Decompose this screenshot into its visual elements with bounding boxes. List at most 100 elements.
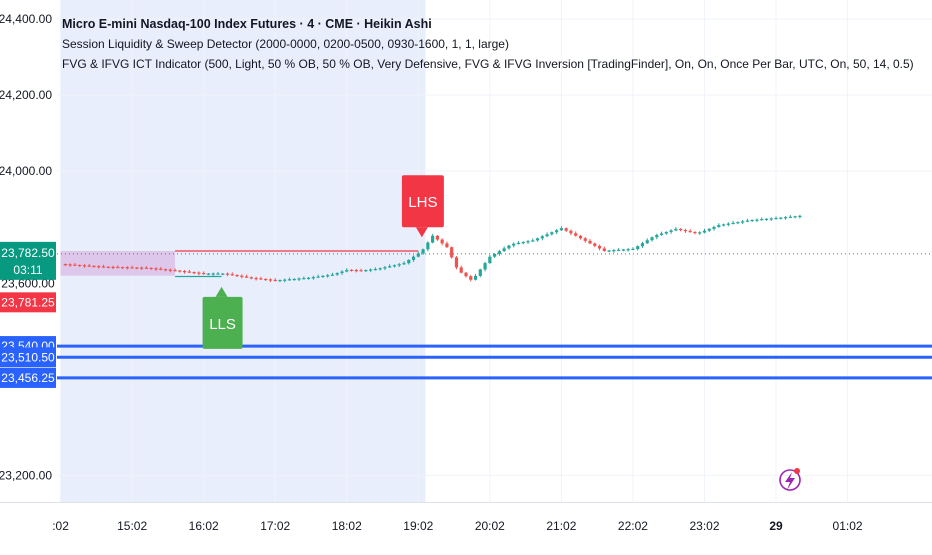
candle[interactable] <box>698 231 702 235</box>
candle[interactable] <box>278 279 282 282</box>
candle[interactable] <box>779 217 783 220</box>
candle[interactable] <box>473 273 478 281</box>
candle[interactable] <box>435 235 439 241</box>
candle[interactable] <box>268 278 273 283</box>
candle[interactable] <box>464 271 468 278</box>
candle[interactable] <box>63 263 67 266</box>
candle[interactable] <box>421 248 425 255</box>
candle[interactable] <box>555 228 559 235</box>
candle[interactable] <box>531 238 535 242</box>
candle[interactable] <box>659 231 664 236</box>
candle[interactable] <box>302 276 306 280</box>
candle[interactable] <box>583 236 587 243</box>
candle[interactable] <box>154 267 158 271</box>
candle[interactable] <box>736 221 740 225</box>
candle[interactable] <box>426 241 430 252</box>
candle[interactable] <box>745 218 750 223</box>
candle[interactable] <box>431 233 435 244</box>
candle[interactable] <box>469 274 473 282</box>
candle[interactable] <box>340 270 344 275</box>
candle[interactable] <box>693 231 697 235</box>
candle[interactable] <box>349 269 354 272</box>
candle[interactable] <box>764 218 769 221</box>
candle[interactable] <box>78 264 82 267</box>
candle[interactable] <box>259 276 263 280</box>
candle[interactable] <box>249 276 253 280</box>
candle[interactable] <box>359 268 363 272</box>
candle[interactable] <box>221 273 225 276</box>
price-axis[interactable]: 24,400.00 24,200.00 24,000.00 23,200.00 23,5… <box>0 12 56 482</box>
candle[interactable] <box>440 238 444 246</box>
candle[interactable] <box>631 247 635 251</box>
candle[interactable] <box>721 223 726 227</box>
candle[interactable] <box>726 222 730 227</box>
candle[interactable] <box>717 223 721 228</box>
level-label-3[interactable]: 23,456.25 <box>0 367 56 388</box>
candle[interactable] <box>516 240 521 245</box>
candle[interactable] <box>373 267 377 271</box>
candle[interactable] <box>760 217 764 221</box>
candle[interactable] <box>283 278 287 283</box>
candle[interactable] <box>92 265 96 268</box>
candle[interactable] <box>688 229 692 233</box>
candle[interactable] <box>574 231 578 237</box>
candle[interactable] <box>550 231 554 236</box>
candle[interactable] <box>655 233 659 240</box>
candle[interactable] <box>578 235 583 240</box>
candle[interactable] <box>106 266 110 269</box>
candle[interactable] <box>750 219 754 222</box>
candle[interactable] <box>202 271 206 275</box>
candle[interactable] <box>187 269 191 274</box>
candle[interactable] <box>182 269 187 274</box>
candle[interactable] <box>407 259 411 265</box>
candle[interactable] <box>683 228 688 233</box>
high-price-label[interactable]: 23,781.25 <box>0 292 56 313</box>
candle[interactable] <box>68 263 72 267</box>
candle[interactable] <box>507 244 511 250</box>
candle[interactable] <box>326 273 330 278</box>
candle[interactable] <box>369 268 373 273</box>
candle[interactable] <box>636 245 640 251</box>
candle[interactable] <box>230 272 234 276</box>
candle[interactable] <box>526 239 530 244</box>
candle[interactable] <box>783 216 788 220</box>
candle[interactable] <box>459 265 463 274</box>
candle[interactable] <box>535 237 540 242</box>
candle[interactable] <box>97 265 101 269</box>
candle[interactable] <box>679 228 683 232</box>
candle[interactable] <box>621 248 626 252</box>
candles-layer[interactable] <box>63 214 802 283</box>
candle[interactable] <box>483 261 487 272</box>
candle[interactable] <box>493 253 497 259</box>
candle[interactable] <box>793 215 797 219</box>
candle[interactable] <box>650 236 654 242</box>
candle[interactable] <box>82 264 87 268</box>
candle[interactable] <box>445 241 449 248</box>
candle[interactable] <box>392 264 397 268</box>
candle[interactable] <box>345 268 349 273</box>
candle[interactable] <box>602 246 606 252</box>
candle[interactable] <box>111 265 115 270</box>
candle[interactable] <box>769 217 773 221</box>
candle[interactable] <box>450 246 454 259</box>
candle[interactable] <box>416 251 420 258</box>
candle[interactable] <box>478 268 482 278</box>
candle[interactable] <box>120 266 125 269</box>
candle[interactable] <box>235 274 239 278</box>
candle[interactable] <box>354 268 358 273</box>
candle[interactable] <box>335 272 339 276</box>
candle[interactable] <box>244 274 249 279</box>
candle[interactable] <box>192 271 196 275</box>
candle[interactable] <box>159 267 163 271</box>
candle[interactable] <box>254 276 258 281</box>
candle[interactable] <box>168 268 172 273</box>
candle[interactable] <box>788 215 792 219</box>
candle[interactable] <box>211 272 215 276</box>
candle[interactable] <box>488 254 492 264</box>
candle[interactable] <box>626 248 630 252</box>
candle[interactable] <box>311 275 315 280</box>
candle[interactable] <box>497 249 501 256</box>
candle[interactable] <box>454 256 459 270</box>
